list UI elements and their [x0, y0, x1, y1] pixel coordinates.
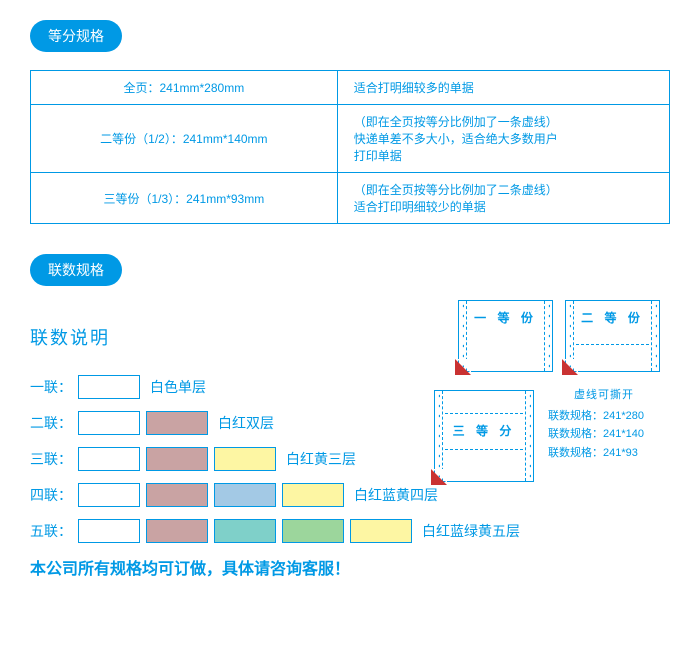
- section-pill-1: 等分规格: [30, 20, 122, 52]
- side-line: 联数规格：241*93: [548, 444, 660, 463]
- layer-desc: 白红双层: [218, 413, 274, 433]
- color-swatch: [282, 519, 344, 543]
- color-swatch: [146, 447, 208, 471]
- paper-2-title: 二 等 份: [566, 301, 659, 330]
- layer-desc: 白红黄三层: [286, 449, 356, 469]
- color-swatch: [78, 375, 140, 399]
- spec-table: 全页：241mm*280mm 适合打明细较多的单据 二等份（1/2）：241mm…: [30, 70, 670, 224]
- cell-right: （即在全页按等分比例加了二条虚线） 适合打印明细较少的单据: [337, 173, 669, 224]
- cell-left: 三等份（1/3）：241mm*93mm: [31, 173, 338, 224]
- layer-label: 三联：: [30, 449, 78, 469]
- side-text: 虚线可撕开 联数规格：241*280 联数规格：241*140 联数规格：241…: [548, 386, 660, 463]
- color-swatch: [214, 447, 276, 471]
- color-swatch: [78, 447, 140, 471]
- color-swatch: [214, 483, 276, 507]
- color-swatch: [350, 519, 412, 543]
- cell-right: （即在全页按等分比例加了一条虚线） 快递单差不多大小，适合绝大多数用户 打印单据: [337, 105, 669, 173]
- side-title: 虚线可撕开: [548, 386, 660, 405]
- table-row: 全页：241mm*280mm 适合打明细较多的单据: [31, 71, 670, 105]
- paper-1-title: 一 等 份: [459, 301, 552, 330]
- color-swatch: [78, 519, 140, 543]
- paper-3: 三 等 分: [434, 390, 534, 482]
- layer-desc: 白红蓝黄四层: [354, 485, 438, 505]
- color-swatch: [214, 519, 276, 543]
- side-line: 联数规格：241*280: [548, 407, 660, 426]
- side-line: 联数规格：241*140: [548, 425, 660, 444]
- paper-1: 一 等 份: [458, 300, 553, 372]
- color-swatch: [146, 519, 208, 543]
- layer-label: 四联：: [30, 485, 78, 505]
- table-row: 三等份（1/3）：241mm*93mm （即在全页按等分比例加了二条虚线） 适合…: [31, 173, 670, 224]
- layer-row: 五联： 白红蓝绿黄五层: [30, 519, 670, 543]
- color-swatch: [78, 411, 140, 435]
- layer-label: 五联：: [30, 521, 78, 541]
- section-pill-2: 联数规格: [30, 254, 122, 286]
- color-swatch: [78, 483, 140, 507]
- layer-row: 四联： 白红蓝黄四层: [30, 483, 670, 507]
- layer-label: 一联：: [30, 377, 78, 397]
- footer-note: 本公司所有规格均可订做，具体请咨询客服！: [30, 555, 670, 579]
- color-swatch: [146, 483, 208, 507]
- layer-desc: 白色单层: [150, 377, 206, 397]
- paper-3-title: 三 等 分: [435, 414, 533, 443]
- cell-left: 二等份（1/2）：241mm*140mm: [31, 105, 338, 173]
- paper-2: 二 等 份: [565, 300, 660, 372]
- color-swatch: [282, 483, 344, 507]
- cell-right: 适合打明细较多的单据: [337, 71, 669, 105]
- layer-label: 二联：: [30, 413, 78, 433]
- table-row: 二等份（1/2）：241mm*140mm （即在全页按等分比例加了一条虚线） 快…: [31, 105, 670, 173]
- paper-illustrations: 一 等 份 二 等 份 三 等 分 虚线可撕开 联数规格：241*280 联数规…: [430, 300, 660, 482]
- cell-left: 全页：241mm*280mm: [31, 71, 338, 105]
- color-swatch: [146, 411, 208, 435]
- layer-desc: 白红蓝绿黄五层: [422, 521, 520, 541]
